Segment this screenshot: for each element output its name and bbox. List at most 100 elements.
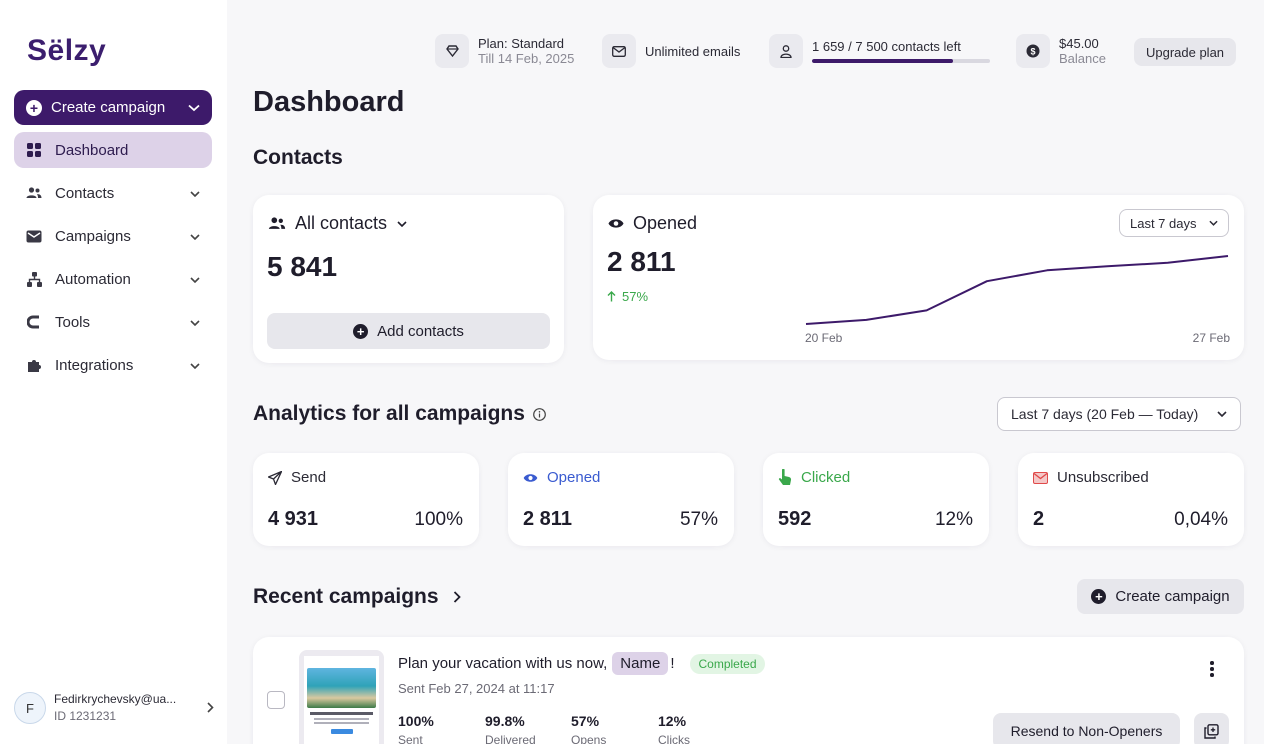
metric-value: 57% (571, 713, 600, 729)
all-contacts-value: 5 841 (267, 251, 338, 282)
create-campaign-button[interactable]: + Create campaign (14, 90, 212, 125)
send-icon (268, 470, 282, 485)
metric-clicks: 12% Clicks (658, 713, 744, 744)
all-contacts-card: All contacts 5 841 + Add contacts (253, 195, 564, 363)
mail-icon (26, 228, 42, 244)
chevron-down-icon[interactable] (188, 100, 200, 115)
stat-label: Unsubscribed (1033, 469, 1149, 486)
plan-name: Plan: Standard (478, 36, 565, 51)
emails-text: Unlimited emails (645, 43, 741, 59)
sidebar-item-contacts[interactable]: Contacts (14, 175, 212, 211)
arrow-up-icon (607, 291, 616, 302)
add-contacts-button[interactable]: + Add contacts (267, 313, 550, 349)
campaign-row[interactable]: Plan your vacation with us now, Name ! C… (253, 637, 1244, 744)
stat-value: 592 (778, 508, 812, 530)
eye-icon (608, 218, 624, 229)
plus-circle-icon: + (1091, 589, 1107, 604)
contacts-left-text: 1 659 / 7 500 contacts left (812, 39, 961, 54)
chevron-down-icon (190, 229, 200, 243)
stat-card-clicked[interactable]: Clicked 592 12% (763, 453, 989, 546)
info-icon[interactable] (533, 407, 546, 421)
chevron-right-icon (207, 700, 214, 716)
stat-card-send[interactable]: Send 4 931 100% (253, 453, 479, 546)
contacts-section-title: Contacts (253, 146, 343, 169)
mail-x-icon (1033, 471, 1048, 484)
stat-label: Opened (523, 469, 600, 486)
stat-value: 2 811 (523, 508, 572, 530)
chevron-down-icon (190, 186, 200, 200)
sidebar-item-label: Integrations (55, 356, 134, 374)
analytics-title-text: Analytics for all campaigns (253, 402, 525, 425)
contacts-progress-bar (812, 59, 990, 63)
analytics-range-dropdown[interactable]: Last 7 days (20 Feb — Today) (997, 397, 1241, 431)
metric-delivered: 99.8% Delivered (485, 713, 571, 744)
sidebar-item-dashboard[interactable]: Dashboard (14, 132, 212, 168)
create-campaign-secondary-button[interactable]: + Create campaign (1077, 579, 1244, 614)
chevron-down-icon (190, 315, 200, 329)
email-preview-image (304, 656, 379, 744)
more-options-icon[interactable] (1205, 659, 1219, 679)
name-merge-tag: Name (612, 652, 669, 675)
plan-date: Till 14 Feb, 2025 (478, 51, 575, 66)
duplicate-button[interactable] (1194, 713, 1229, 744)
campaign-subject[interactable]: Plan your vacation with us now, Name ! C… (398, 652, 765, 675)
balance-label: Balance (1059, 51, 1106, 66)
stat-label: Send (268, 469, 326, 486)
duplicate-icon (1204, 723, 1219, 739)
stat-label-text: Opened (547, 469, 601, 486)
sidebar-item-integrations[interactable]: Integrations (14, 347, 212, 383)
opened-label: Opened (633, 213, 698, 233)
sidebar-item-automation[interactable]: Automation (14, 261, 212, 297)
account-email: Fedirkrychevsky@ua... (54, 692, 177, 706)
campaign-checkbox[interactable] (267, 691, 285, 709)
campaign-thumbnail[interactable] (299, 650, 384, 744)
recent-campaigns-title[interactable]: Recent campaigns (253, 585, 461, 609)
chevron-down-icon (190, 358, 200, 372)
analytics-range-label: Last 7 days (20 Feb — Today) (1011, 406, 1199, 422)
stat-card-opened[interactable]: Opened 2 811 57% (508, 453, 734, 546)
selzy-logo[interactable]: Sëlzy (27, 34, 107, 67)
opened-header: Opened (608, 213, 697, 234)
metric-label: Delivered (485, 733, 536, 744)
stat-label: Clicked (778, 469, 850, 486)
puzzle-icon (26, 357, 42, 373)
account-id: ID 1231231 (54, 709, 117, 723)
sidebar-item-tools[interactable]: Tools (14, 304, 212, 340)
metric-value: 100% (398, 713, 434, 729)
metric-label: Clicks (658, 733, 690, 744)
chevron-right-icon (453, 591, 461, 603)
plus-circle-icon: + (26, 99, 42, 116)
page-title: Dashboard (253, 86, 405, 118)
opened-card: Opened 2 811 57% Last 7 days 20 Feb 27 F… (593, 195, 1244, 360)
contacts-progress-fill (812, 59, 953, 63)
chevron-down-icon (397, 220, 407, 227)
stat-card-unsubscribed[interactable]: Unsubscribed 2 0,04% (1018, 453, 1244, 546)
stat-label-text: Clicked (801, 469, 851, 486)
all-contacts-dropdown[interactable]: All contacts (268, 213, 407, 234)
upgrade-plan-button[interactable]: Upgrade plan (1134, 38, 1236, 66)
subject-prefix: Plan your vacation with us now, (398, 655, 608, 672)
emails-info: Unlimited emails (602, 34, 740, 68)
hierarchy-icon (26, 271, 42, 287)
avatar: F (14, 692, 46, 724)
sidebar-item-label: Tools (55, 313, 91, 331)
metric-value: 99.8% (485, 713, 525, 729)
opened-range-dropdown[interactable]: Last 7 days (1119, 209, 1229, 237)
account-menu[interactable]: F Fedirkrychevsky@ua... ID 1231231 (14, 688, 214, 728)
balance-info: $ $45.00 Balance (1016, 34, 1106, 68)
recent-title-text: Recent campaigns (253, 585, 439, 608)
chart-x-label-end: 27 Feb (1192, 331, 1230, 345)
plus-circle-icon: + (353, 323, 369, 339)
resend-non-openers-button[interactable]: Resend to Non-Openers (993, 713, 1180, 744)
create-campaign-secondary-label: Create campaign (1115, 588, 1230, 605)
stat-percent: 12% (934, 509, 973, 530)
user-icon (769, 34, 803, 68)
grid-icon (26, 142, 42, 158)
all-contacts-label: All contacts (295, 213, 388, 233)
stat-value: 2 (1033, 508, 1045, 530)
sidebar-item-label: Dashboard (55, 141, 129, 159)
sidebar-item-campaigns[interactable]: Campaigns (14, 218, 212, 254)
range-label: Last 7 days (1130, 215, 1197, 231)
opened-change: 57% (607, 289, 648, 304)
eye-icon (523, 473, 538, 483)
